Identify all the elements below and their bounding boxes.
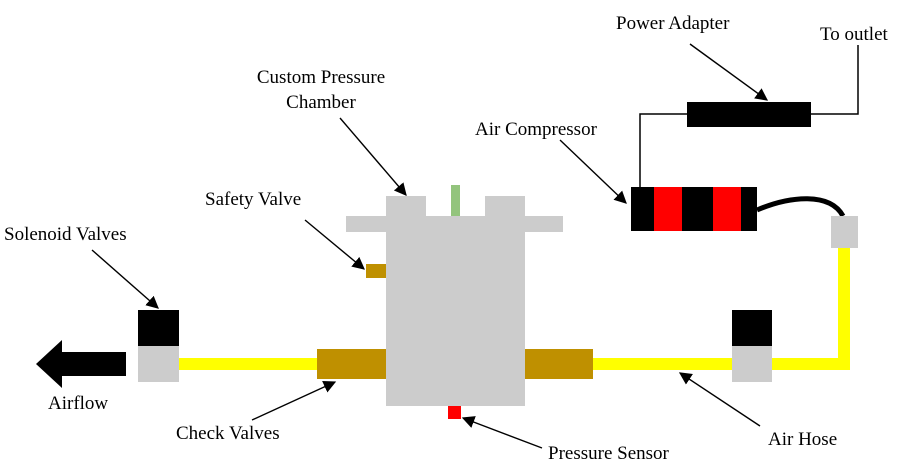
outlet-cord — [811, 45, 859, 115]
pressure-chamber — [346, 196, 563, 406]
to-outlet-label: To outlet — [820, 24, 888, 45]
leader-power-adapter — [689, 43, 769, 101]
air-compressor — [631, 187, 757, 231]
compressor-output-hose — [756, 196, 846, 218]
power-adapter — [687, 102, 811, 127]
pressure-sensor-label: Pressure Sensor — [548, 443, 669, 464]
leader-check-valves — [251, 380, 337, 421]
hose-connector — [831, 216, 858, 248]
power-adapter-label: Power Adapter — [616, 13, 730, 34]
leader-chamber — [339, 117, 407, 196]
chamber-label-line2: Chamber — [286, 92, 356, 113]
leader-pressure-sensor — [461, 416, 543, 449]
compressor-band — [654, 187, 682, 231]
adapter-to-compressor-cord — [639, 113, 687, 187]
solenoid-valve-left — [138, 310, 179, 382]
pressure-sensor — [448, 406, 461, 419]
airflow-arrow — [36, 340, 126, 388]
chamber-label-line1: Custom Pressure — [256, 67, 386, 88]
leader-air-compressor — [559, 139, 627, 204]
air-compressor-label: Air Compressor — [475, 119, 597, 140]
chamber-indicator — [451, 185, 460, 216]
airflow-label: Airflow — [48, 393, 109, 414]
leader-safety-valve — [304, 219, 365, 270]
check-valves-label: Check Valves — [176, 423, 280, 444]
check-valve-right — [524, 349, 593, 379]
solenoid-valve-right — [732, 310, 772, 382]
compressor-band — [713, 187, 741, 231]
safety-valve — [366, 264, 386, 278]
air-hose-label: Air Hose — [768, 429, 838, 450]
leader-solenoid-valves — [91, 249, 159, 309]
solenoid-valves-label: Solenoid Valves — [4, 224, 127, 245]
safety-valve-label: Safety Valve — [205, 189, 302, 210]
check-valve-left — [317, 349, 387, 379]
leader-air-hose — [678, 372, 761, 427]
